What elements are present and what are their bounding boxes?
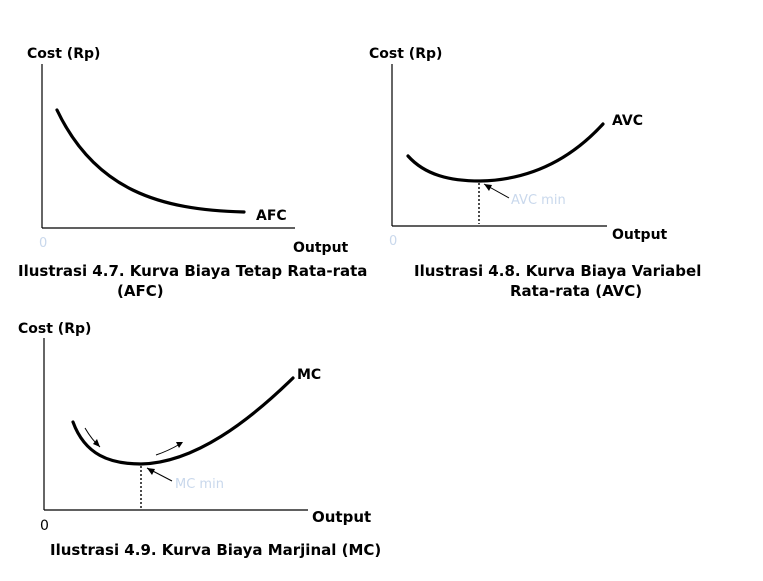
avc-min-arrowhead (484, 184, 492, 191)
avc-caption-line2: Rata-rata (AVC) (510, 282, 642, 300)
avc-origin-label: 0 (389, 234, 397, 249)
mc-min-arrowhead (147, 468, 155, 475)
mc-series-label: MC (297, 367, 321, 383)
mc-min-annotation: MC min (175, 477, 224, 492)
avc-series-label: AVC (612, 113, 643, 129)
mc-up-arrow (155, 443, 181, 456)
mc-down-arrowhead (93, 439, 100, 447)
afc-series-label: AFC (256, 208, 287, 224)
afc-caption-line1: Ilustrasi 4.7. Kurva Biaya Tetap Rata-ra… (18, 262, 367, 280)
mc-x-axis-label: Output (312, 508, 371, 526)
afc-caption-line2: (AFC) (117, 282, 164, 300)
mc-curve (71, 376, 295, 466)
afc-curve (55, 108, 246, 214)
avc-min-annotation: AVC min (511, 193, 566, 208)
avc-x-axis-label: Output (612, 227, 668, 243)
mc-y-axis-label: Cost (Rp) (18, 321, 91, 337)
chart-mc: Cost (Rp) 0 MC min MC Output Ilustrasi 4… (18, 321, 381, 559)
mc-origin-label: 0 (40, 518, 49, 534)
mc-up-arrowhead (176, 442, 183, 448)
afc-y-axis-label: Cost (Rp) (27, 46, 100, 62)
chart-afc: Cost (Rp) 0 AFC Output Ilustrasi 4.7. Ku… (18, 46, 367, 300)
avc-curve (406, 122, 605, 183)
mc-caption: Ilustrasi 4.9. Kurva Biaya Marjinal (MC) (50, 541, 381, 559)
afc-origin-label: 0 (39, 236, 47, 251)
chart-avc: Cost (Rp) 0 AVC min AVC Output Ilustrasi… (369, 46, 701, 300)
avc-caption-line1: Ilustrasi 4.8. Kurva Biaya Variabel (414, 262, 701, 280)
avc-y-axis-label: Cost (Rp) (369, 46, 442, 62)
afc-x-axis-label: Output (293, 240, 349, 256)
